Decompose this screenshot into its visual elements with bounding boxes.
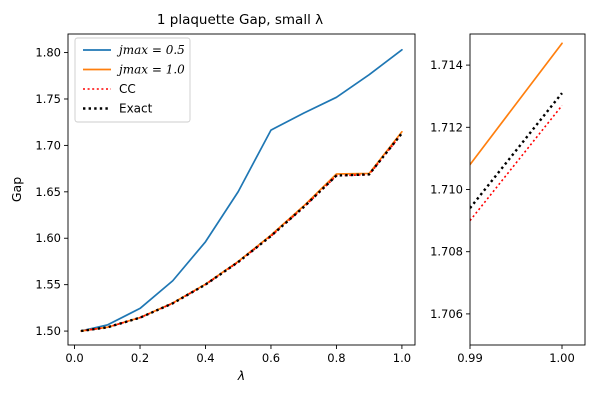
series-line-exact	[470, 92, 563, 209]
series-line-j-max-0-5	[80, 48, 403, 332]
y-tick-label: 1.70	[35, 138, 61, 152]
y-axis-label: Gap	[9, 177, 24, 202]
y-tick-label: 1.712	[430, 120, 463, 134]
x-tick-label: 1.0	[393, 351, 411, 365]
y-tick-label: 1.60	[35, 231, 61, 245]
x-tick-label: 1.00	[549, 351, 575, 365]
legend-box	[74, 37, 191, 123]
series-line-j-max-1-0	[470, 42, 563, 166]
x-tick-label: 0.0	[65, 351, 83, 365]
plot-area	[470, 42, 563, 222]
plot-area	[80, 48, 403, 333]
main-chart: 0.0 0.2 0.4 0.6 0.8 1.0 1.50 1.55 1.60 1.65 1.70 1.…	[9, 33, 416, 383]
series-line-cc	[470, 105, 563, 222]
y-tick-label: 1.55	[35, 278, 61, 292]
x-tick-label: 0.8	[327, 351, 345, 365]
y-tick-label: 1.706	[430, 307, 463, 321]
x-tick-label: 0.2	[131, 351, 149, 365]
legend-label: jmax = 0.5	[116, 43, 185, 57]
x-axis-label: λ	[237, 368, 245, 383]
y-tick-label: 1.708	[430, 245, 463, 259]
legend-label: jmax = 1.0	[116, 63, 185, 77]
y-tick-label: 1.75	[35, 92, 61, 106]
main-chart-title: 1 plaquette Gap, small λ	[157, 12, 323, 28]
legend: jmax = 0.5 jmax = 1.0 CC Exact	[74, 37, 191, 123]
legend-label: CC	[119, 82, 136, 96]
y-tick-label: 1.65	[35, 185, 61, 199]
axes-frame	[67, 33, 416, 346]
x-tick-label: 0.6	[262, 351, 280, 365]
y-tick-label: 1.80	[35, 46, 61, 60]
y-tick-label: 1.714	[430, 58, 463, 72]
legend-label: Exact	[119, 102, 153, 116]
x-tick-label: 0.4	[196, 351, 214, 365]
x-tick-label: 0.99	[457, 351, 483, 365]
y-tick-label: 1.50	[35, 324, 61, 338]
y-tick-label: 1.710	[430, 183, 463, 197]
zoom-chart: 0.99 1.00 1.706 1.708 1.710 1.712 1.714	[430, 33, 586, 365]
series-line-exact	[80, 132, 403, 333]
